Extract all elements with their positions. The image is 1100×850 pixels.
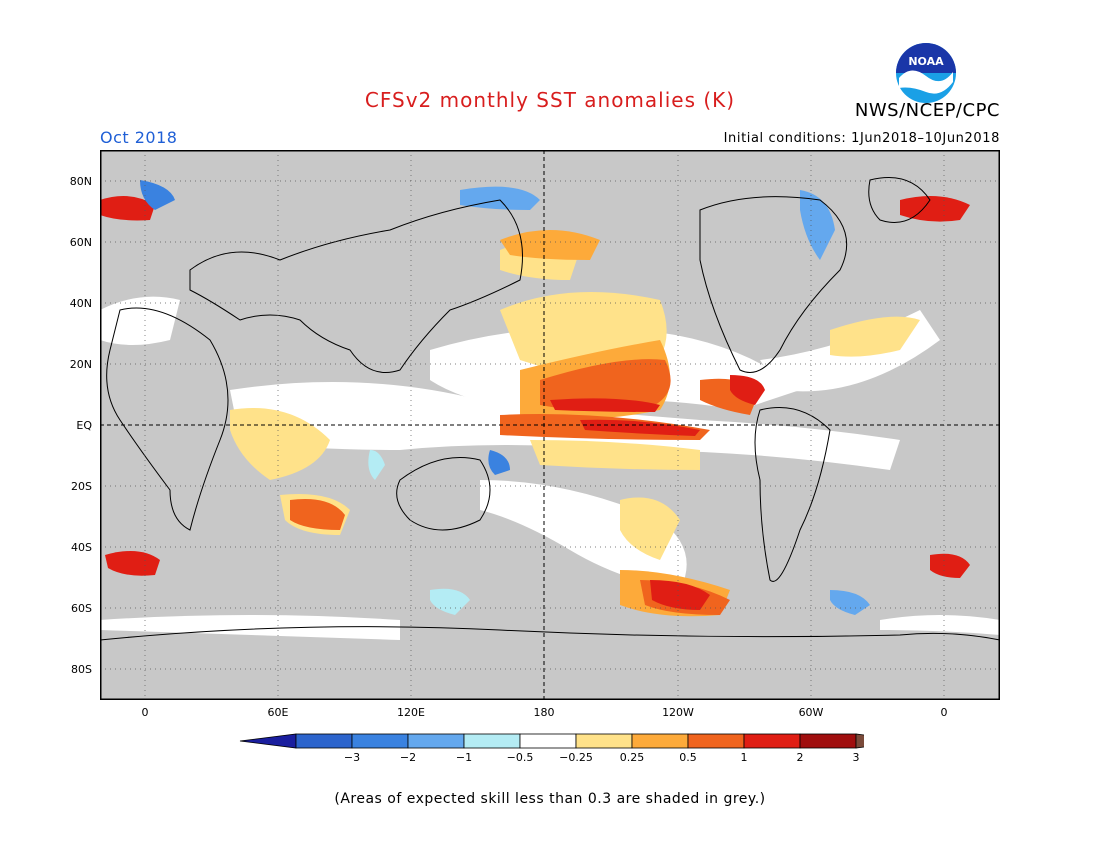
reference-lines [100,150,1000,700]
colorbar-segment [463,733,521,749]
colorbar-tick-label: −1 [456,751,472,764]
lat-label: 80N [70,175,92,188]
lon-label: 60E [268,706,289,719]
colorbar-segment [799,733,857,749]
lat-label: 80S [71,663,92,676]
lon-label: 0 [941,706,948,719]
strong-warm-regions [290,359,760,615]
colorbar-segment [407,733,465,749]
colorbar-tick-label: 2 [797,751,804,764]
colorbar-tick-label: −0.5 [507,751,534,764]
lat-label: 20S [71,480,92,493]
lat-label: 60S [71,602,92,615]
colorbar-tick-label: −2 [400,751,416,764]
lon-label: 120E [397,706,425,719]
noaa-logo: NOAA [895,42,957,108]
colorbar-tick-label: 1 [741,751,748,764]
map-frame [100,150,1000,700]
colorbar-svg: −3 −2 −1 −0.5 −0.25 0.25 0.5 1 2 3 [239,733,913,764]
colorbar-segment [351,733,409,749]
colorbar-segment [295,733,353,749]
longitude-axis: 0 60E 120E 180 120W 60W 0 [142,706,948,719]
very-strong-warm-regions [100,196,970,610]
colorbar: −3 −2 −1 −0.5 −0.25 0.25 0.5 1 2 3 [238,728,913,772]
initial-conditions: Initial conditions: 1Jun2018–10Jun2018 [723,131,1000,146]
colorbar-min-arrow [239,733,297,749]
colorbar-tick-label: 0.25 [620,751,645,764]
colorbar-tick-label: 0.5 [679,751,697,764]
colorbar-segment [519,733,577,749]
colorbar-tick-label: −3 [344,751,360,764]
map-svg [99,150,1001,700]
lat-label: EQ [76,419,92,432]
map-title: CFSv2 monthly SST anomalies (K) [364,88,736,112]
footnote: (Areas of expected skill less than 0.3 a… [334,791,766,807]
lat-label: 60N [70,236,92,249]
sst-anomaly-map [99,150,1001,704]
coastlines [99,177,1001,641]
logo-text: NOAA [908,55,944,68]
latitude-axis: 80N 60N 40N 20N EQ 20S 40S 60S 80S [70,175,93,676]
colorbar-segment [687,733,745,749]
colorbar-tick-label: 3 [853,751,860,764]
colorbar-tick-label: −0.25 [559,751,593,764]
lat-label: 40N [70,297,92,310]
lon-label: 60W [799,706,824,719]
forecast-month: Oct 2018 [100,128,178,147]
colorbar-segment [743,733,801,749]
cool-anomaly-regions [140,180,870,615]
lon-label: 180 [534,706,555,719]
lon-label: 0 [142,706,149,719]
lon-label: 120W [662,706,694,719]
lat-label: 40S [71,541,92,554]
colorbar-segment [575,733,633,749]
colorbar-max-arrow [855,733,913,749]
colorbar-segment [631,733,689,749]
lat-label: 20N [70,358,92,371]
agency-label: NWS/NCEP/CPC [854,100,1000,121]
